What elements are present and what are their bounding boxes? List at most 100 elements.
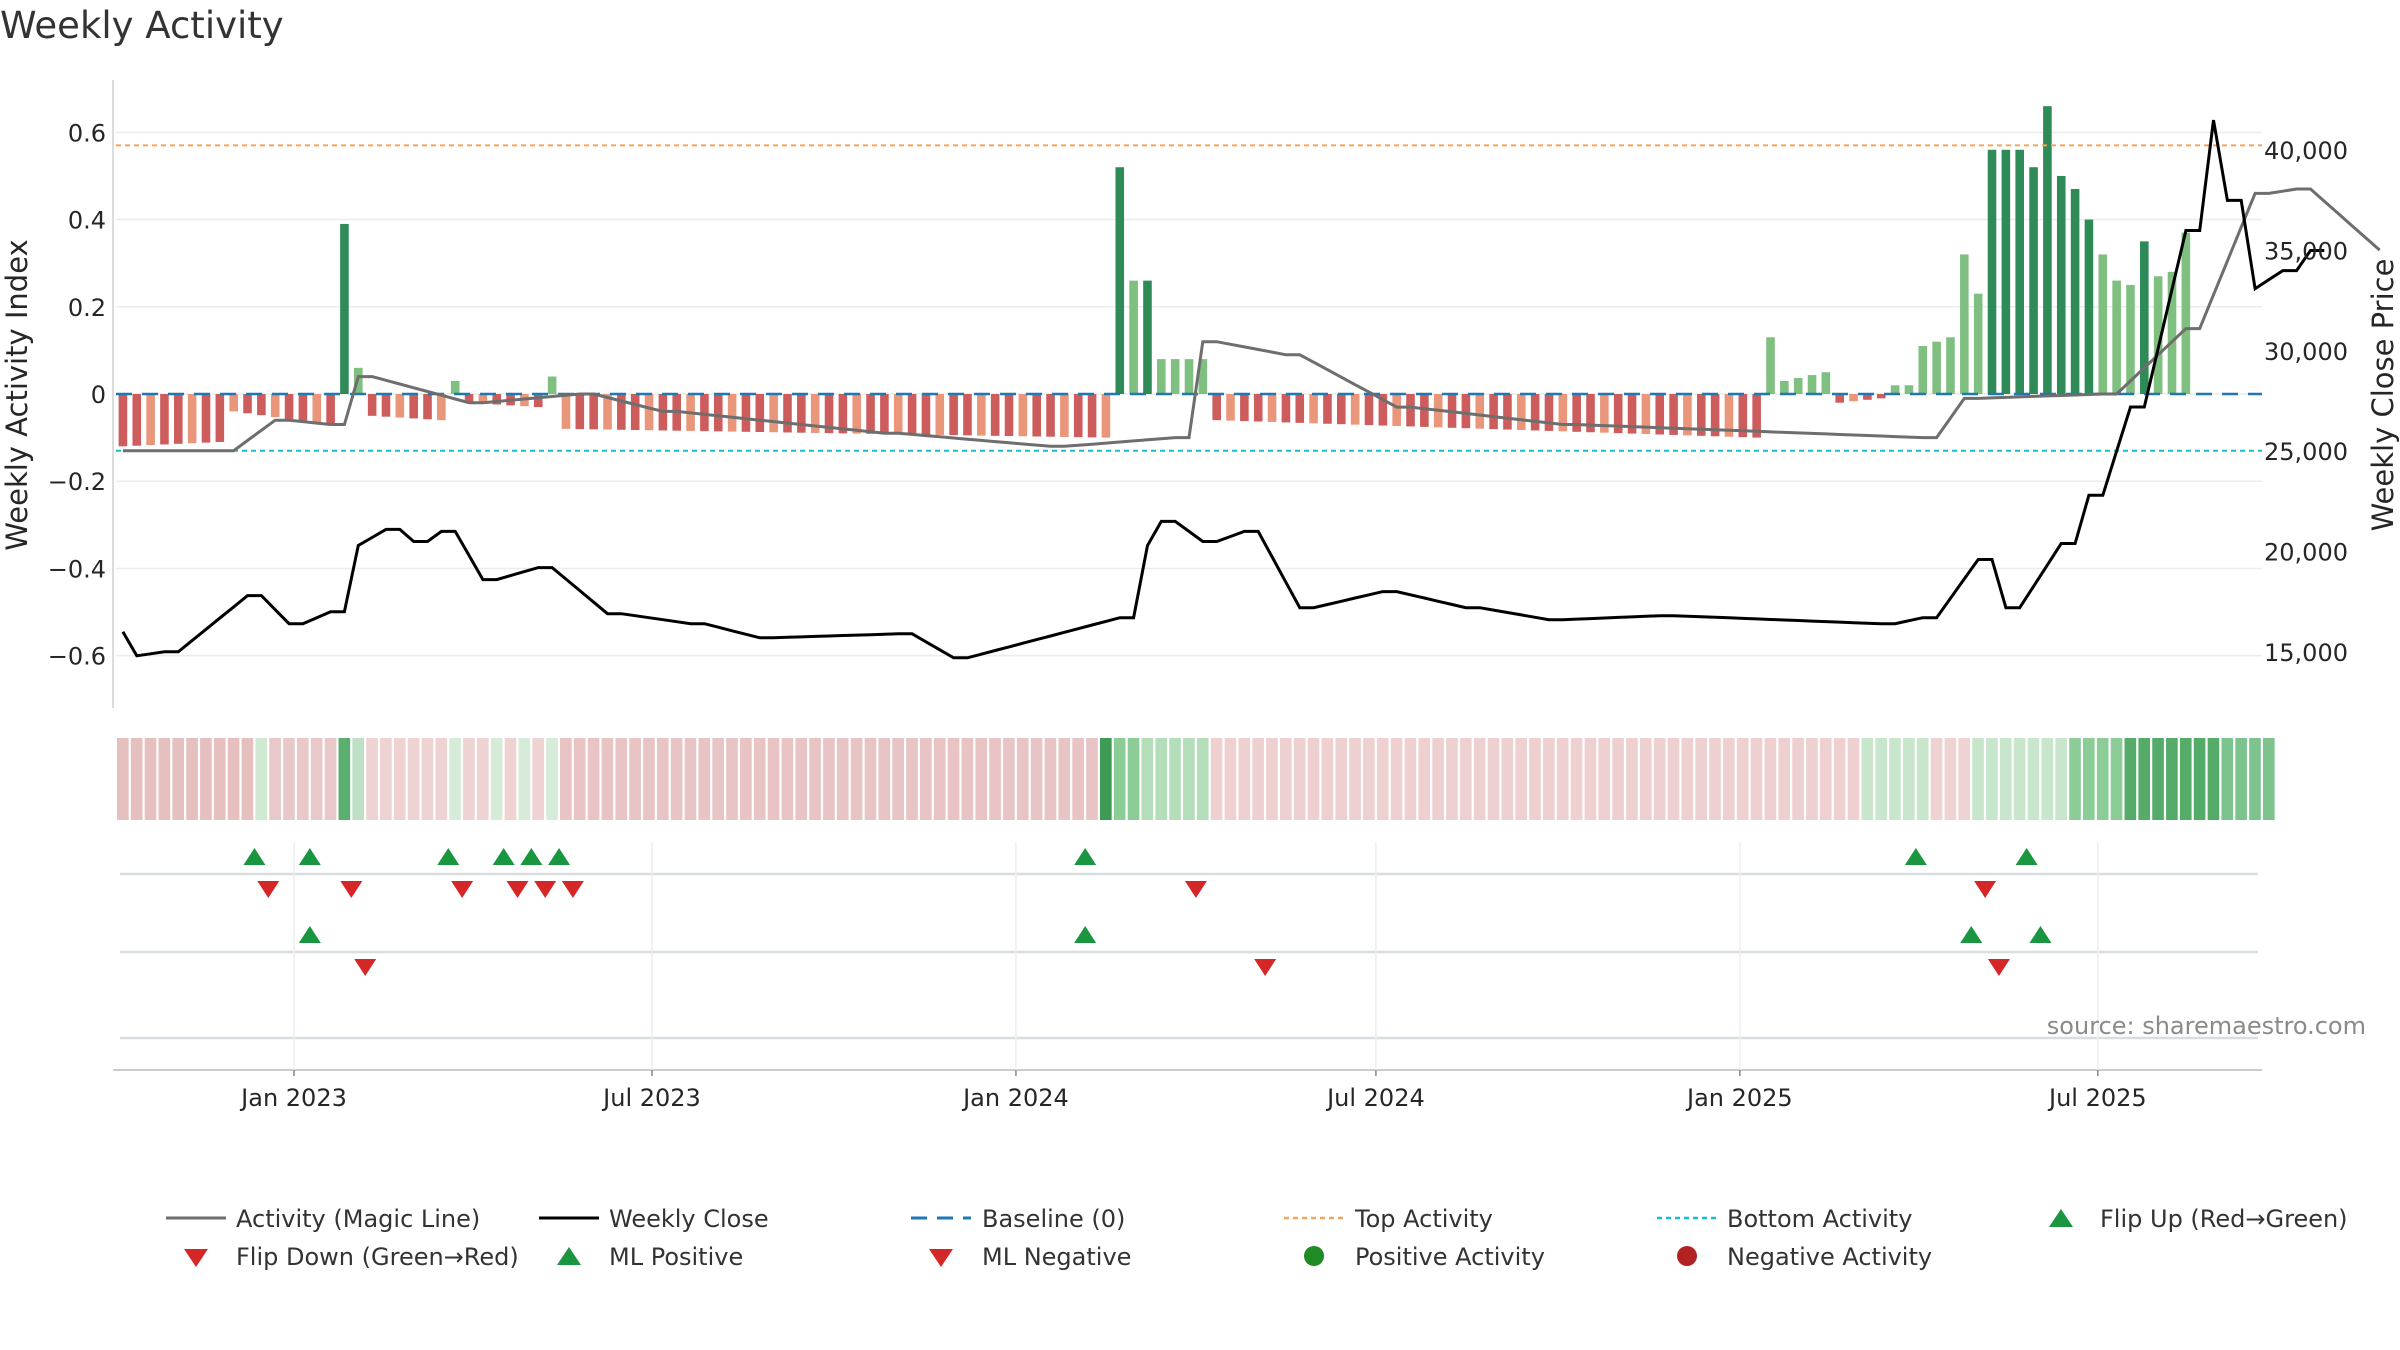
activity-bar (852, 394, 862, 434)
activity-bar (229, 394, 238, 412)
activity-bar (326, 394, 335, 425)
activity-bar (866, 394, 875, 434)
activity-bar (2181, 232, 2191, 394)
strip-cell (352, 738, 365, 820)
activity-bar (1987, 149, 1997, 394)
strip-cell (587, 738, 600, 820)
legend-item-ml-positive: ML Positive (557, 1243, 743, 1271)
activity-bar (215, 394, 225, 442)
strip-cell (573, 738, 586, 820)
activity-bar (1267, 394, 1277, 422)
activity-bar (312, 394, 322, 423)
activity-bar (1696, 394, 1706, 436)
strip-cell (560, 738, 572, 820)
strip-cell (1183, 738, 1195, 820)
flip-up-marker (437, 848, 460, 865)
activity-bar (2098, 254, 2108, 394)
activity-bar (1240, 394, 1249, 422)
strip-cell (1792, 738, 1804, 820)
strip-cell (1321, 738, 1334, 820)
flip-up-marker (1074, 848, 1097, 865)
strip-cell (781, 738, 794, 820)
activity-bar (1475, 394, 1485, 429)
strip-cell (2041, 738, 2054, 820)
x-tick-label: Jan 2024 (961, 1084, 1069, 1112)
svg-text:Bottom Activity: Bottom Activity (1727, 1205, 1912, 1233)
activity-bar (1627, 394, 1637, 434)
strip-cell (338, 738, 351, 820)
strip-cell (1473, 738, 1486, 820)
y-tick-label: −0.6 (48, 643, 106, 671)
activity-bar (1115, 167, 1125, 394)
strip-cell (2110, 738, 2123, 820)
strip-cell (1764, 738, 1777, 820)
x-tick-label: Jan 2025 (1685, 1084, 1793, 1112)
magic-line (122, 187, 2381, 453)
strip-cell (1044, 738, 1057, 820)
activity-bar (1226, 394, 1235, 421)
strip-cell (933, 738, 946, 820)
activity-bar (1157, 359, 1166, 394)
activity-bar (409, 394, 418, 419)
y-tick-label: 0.2 (68, 294, 106, 322)
flip-down-marker (451, 881, 474, 898)
strip-cell (476, 738, 489, 820)
strip-cell (2138, 738, 2151, 820)
activity-bar (1890, 385, 1900, 394)
activity-bar (1780, 380, 1789, 394)
activity-bar (1904, 385, 1914, 394)
strip-cell (130, 738, 143, 820)
strip-cell (1127, 738, 1140, 820)
activity-bar (1835, 394, 1845, 403)
strip-cell (823, 738, 835, 820)
strip-cell (1875, 738, 1887, 820)
activity-bar (2001, 149, 2011, 394)
strip-cell (1833, 738, 1846, 820)
strip-cell (1003, 738, 1015, 820)
strip-cell (740, 738, 752, 820)
strip-cell (1916, 738, 1929, 820)
strip-cell (947, 738, 960, 820)
activity-bar (755, 394, 765, 433)
y2-axis-ticks: 40,000 35,000 30,000 25,000 20,000 15,000 (2264, 137, 2348, 667)
activity-bar (797, 394, 806, 433)
events-gridlines (113, 842, 2262, 1071)
svg-text:Activity (Magic Line): Activity (Magic Line) (236, 1205, 480, 1233)
activity-bar (575, 394, 585, 430)
strip-cell (1404, 738, 1417, 820)
activity-bar (2043, 106, 2052, 395)
strip-cell (2221, 738, 2234, 820)
strip-cell (1543, 738, 1555, 820)
strip-cell (989, 738, 1001, 820)
svg-text:Top Activity: Top Activity (1354, 1205, 1493, 1233)
activity-bar (1378, 394, 1388, 426)
activity-bar (1281, 394, 1291, 423)
svg-text:ML Positive: ML Positive (609, 1243, 743, 1271)
activity-bars (118, 106, 2191, 447)
activity-bar (1060, 394, 1069, 437)
activity-bar (381, 394, 391, 417)
strip-cell (1501, 738, 1514, 820)
strip-cell (504, 738, 517, 820)
strip-cell (200, 738, 212, 820)
weekly-close-line (121, 119, 2325, 660)
strip-cell (656, 738, 669, 820)
strip-cell (767, 738, 780, 820)
x-tick-label: Jan 2023 (239, 1084, 347, 1112)
strip-cell (1113, 738, 1126, 820)
svg-text:ML Negative: ML Negative (982, 1243, 1131, 1271)
activity-bar (810, 394, 820, 433)
ml-negative-marker (1254, 959, 1277, 976)
strip-cell (435, 738, 448, 820)
activity-bar (2167, 271, 2177, 394)
activity-bar (367, 394, 377, 416)
strip-cell (795, 738, 808, 820)
strip-cell (712, 738, 724, 820)
y2-tick-label: 20,000 (2264, 539, 2348, 567)
y2-tick-label: 35,000 (2264, 238, 2348, 266)
activity-bar (935, 394, 945, 435)
x-tick-label: Jul 2023 (601, 1084, 701, 1112)
strip-cell (186, 738, 198, 820)
flip-up-marker (492, 848, 515, 865)
